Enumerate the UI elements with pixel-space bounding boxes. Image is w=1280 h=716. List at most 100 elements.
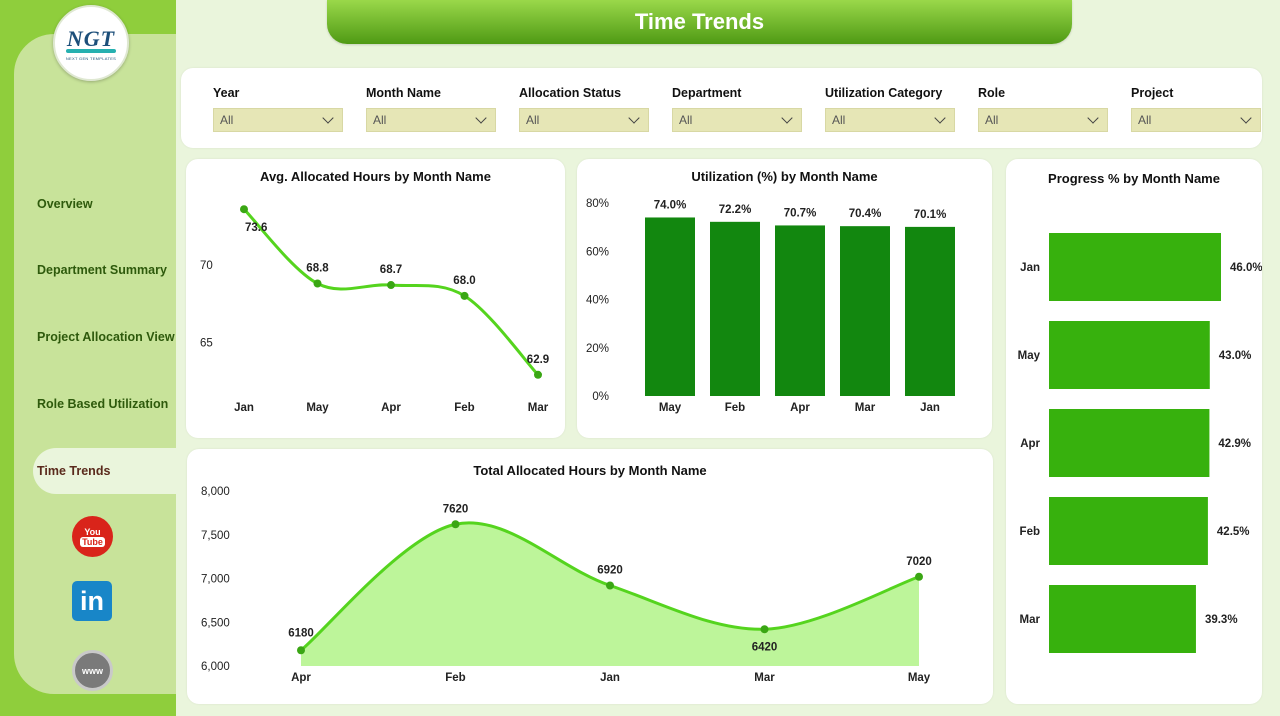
y-tick-label: 60% xyxy=(586,246,609,258)
progress-bar-chart: Jan 46.0% May 43.0% Apr 42.9% Feb 42.5% Mar 39.3% xyxy=(1018,233,1262,653)
total-hours-area-chart: 8,000 7,500 7,000 6,500 6,000 6180 Apr 7620 Feb 6… xyxy=(201,486,932,684)
bar xyxy=(840,226,890,396)
data-label: 68.0 xyxy=(453,275,475,287)
data-point xyxy=(534,370,542,379)
website-icon[interactable]: www xyxy=(72,650,113,691)
nav-time-trends[interactable]: Time Trends xyxy=(37,464,111,478)
logo-swoosh xyxy=(66,48,116,53)
data-label: 74.0% xyxy=(654,199,687,211)
y-tick-label: 20% xyxy=(586,343,609,355)
y-tick-label: Feb xyxy=(1020,526,1040,538)
y-tick-label: 8,000 xyxy=(201,486,230,498)
y-tick-label: 6,500 xyxy=(201,617,230,629)
bar xyxy=(1049,585,1196,653)
youtube-label-bottom: Tube xyxy=(80,536,105,547)
data-point xyxy=(297,646,305,655)
filter-allocation-status: Allocation Status All xyxy=(519,86,649,132)
filter-label: Department xyxy=(672,86,742,100)
utilization-category-dropdown[interactable]: All xyxy=(825,108,955,132)
total-hours-chart-card: Total Allocated Hours by Month Name 8,00… xyxy=(187,449,993,704)
y-tick-label: 6,000 xyxy=(201,661,230,673)
filter-label: Project xyxy=(1131,86,1174,100)
avg-hours-chart-card: Avg. Allocated Hours by Month Name 70 65 7… xyxy=(186,159,565,438)
month-name-dropdown[interactable]: All xyxy=(366,108,496,132)
x-tick-label: May xyxy=(908,672,931,684)
bar xyxy=(1049,497,1208,565)
filter-project: Project All xyxy=(1131,86,1261,132)
chevron-down-icon xyxy=(322,112,334,124)
data-point xyxy=(387,281,395,290)
youtube-icon[interactable]: You Tube xyxy=(72,516,113,557)
nav-project-allocation-view[interactable]: Project Allocation View xyxy=(37,330,175,344)
chevron-down-icon xyxy=(1240,112,1252,124)
year-dropdown[interactable]: All xyxy=(213,108,343,132)
chevron-down-icon xyxy=(934,112,946,124)
data-label: 6180 xyxy=(288,627,314,639)
x-tick-label: Feb xyxy=(445,672,465,684)
data-label: 68.7 xyxy=(380,264,402,276)
data-label: 70.1% xyxy=(914,209,947,221)
linkedin-label: in xyxy=(80,585,104,616)
filter-label: Allocation Status xyxy=(519,86,622,100)
dropdown-value: All xyxy=(220,113,234,127)
allocation-status-dropdown[interactable]: All xyxy=(519,108,649,132)
bar xyxy=(645,217,695,396)
filter-label: Role xyxy=(978,86,1006,100)
dropdown-value: All xyxy=(679,113,693,127)
data-label: 7020 xyxy=(906,556,932,568)
bar xyxy=(905,226,955,396)
data-label: 62.9 xyxy=(527,354,549,366)
bar xyxy=(1049,409,1210,477)
data-point xyxy=(606,581,614,590)
x-tick-label: Mar xyxy=(528,402,549,414)
utilization-chart-card: Utilization (%) by Month Name 80% 60% 40% 2… xyxy=(577,159,992,438)
bar xyxy=(1049,321,1210,389)
project-dropdown[interactable]: All xyxy=(1131,108,1261,132)
chevron-down-icon xyxy=(781,112,793,124)
chart-title: Total Allocated Hours by Month Name xyxy=(473,463,707,478)
youtube-label-top: You xyxy=(84,526,101,537)
dropdown-value: All xyxy=(832,113,846,127)
linkedin-icon[interactable]: in xyxy=(72,581,112,621)
filter-utilization-category: Utilization Category All xyxy=(825,86,955,132)
page-title: Time Trends xyxy=(327,0,1072,44)
x-tick-label: Jan xyxy=(600,672,620,684)
dropdown-value: All xyxy=(373,113,387,127)
data-label: 6420 xyxy=(752,641,778,653)
data-label: 70.4% xyxy=(849,208,882,220)
x-tick-label: Mar xyxy=(754,672,775,684)
department-dropdown[interactable]: All xyxy=(672,108,802,132)
data-point xyxy=(460,291,469,300)
y-tick-label: 65 xyxy=(200,337,213,349)
data-label: 39.3% xyxy=(1205,614,1238,626)
dropdown-value: All xyxy=(985,113,999,127)
x-tick-label: Jan xyxy=(920,402,940,414)
data-label: 42.5% xyxy=(1217,526,1250,538)
filter-label: Utilization Category xyxy=(825,86,943,100)
website-label: www xyxy=(81,665,103,676)
nav-role-based-utilization[interactable]: Role Based Utilization xyxy=(37,397,169,411)
chevron-down-icon xyxy=(1087,112,1099,124)
data-point xyxy=(915,572,923,581)
data-point xyxy=(760,625,769,634)
filter-label: Month Name xyxy=(366,86,441,100)
data-label: 46.0% xyxy=(1230,262,1262,274)
nav-department-summary[interactable]: Department Summary xyxy=(37,263,167,277)
data-label: 73.6 xyxy=(245,222,267,234)
data-point xyxy=(451,520,460,529)
y-tick-label: Apr xyxy=(1020,438,1040,450)
avg-hours-line-chart: 70 65 73.6 Jan 68.8 May 68.7 Apr 68.0 Feb 62.9 Mar xyxy=(200,205,549,414)
filter-month-name: Month Name All xyxy=(366,86,496,132)
nav-overview[interactable]: Overview xyxy=(37,197,93,211)
x-tick-label: Apr xyxy=(790,402,810,414)
data-label: 43.0% xyxy=(1219,350,1252,362)
ngt-logo: NGT NEXT GEN TEMPLATES xyxy=(53,5,129,81)
y-tick-label: May xyxy=(1018,350,1041,362)
role-dropdown[interactable]: All xyxy=(978,108,1108,132)
x-tick-label: Apr xyxy=(381,402,401,414)
bar xyxy=(710,221,760,396)
x-tick-label: Apr xyxy=(291,672,311,684)
logo-subtext: NEXT GEN TEMPLATES xyxy=(65,55,117,61)
filter-year: Year All xyxy=(213,86,343,132)
x-tick-label: Feb xyxy=(454,402,474,414)
